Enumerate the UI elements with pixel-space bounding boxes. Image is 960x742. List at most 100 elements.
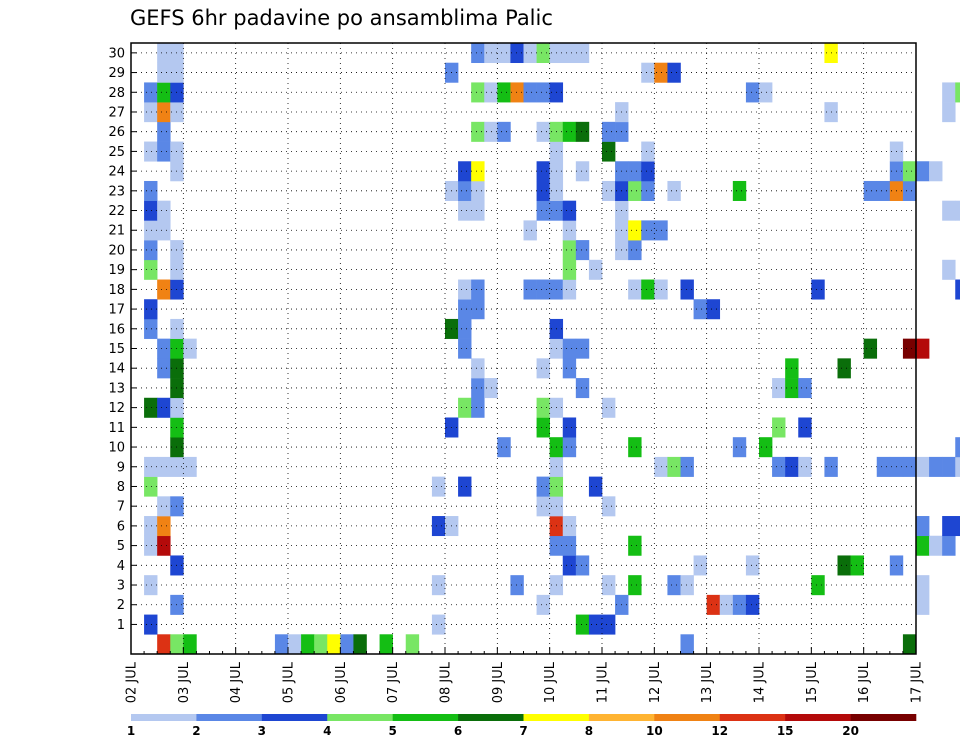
heatmap-cell bbox=[536, 417, 550, 438]
heatmap-cell bbox=[562, 358, 577, 379]
heatmap-cell bbox=[588, 614, 603, 635]
heatmap-cell bbox=[667, 180, 681, 201]
heatmap-cell bbox=[340, 634, 354, 655]
heatmap-cell bbox=[902, 634, 917, 655]
heatmap-cell bbox=[641, 220, 655, 241]
heatmap-cell bbox=[641, 180, 655, 201]
heatmap-cell bbox=[458, 200, 472, 221]
heatmap-cell bbox=[157, 220, 171, 241]
heatmap-cell bbox=[902, 338, 917, 359]
heatmap-cell bbox=[536, 279, 550, 300]
heatmap-cell bbox=[274, 634, 289, 655]
heatmap-cell bbox=[497, 121, 511, 142]
y-tick-label: 20 bbox=[108, 243, 125, 258]
y-tick-label: 16 bbox=[108, 322, 125, 337]
heatmap-cell bbox=[667, 62, 681, 83]
x-tick-label: 15 JUL bbox=[805, 661, 820, 703]
heatmap-cell bbox=[916, 516, 930, 537]
heatmap-cell bbox=[745, 82, 760, 103]
y-tick-label: 26 bbox=[108, 125, 125, 140]
heatmap-cell bbox=[144, 180, 158, 201]
heatmap-cell bbox=[562, 338, 577, 359]
colorbar-label: 10 bbox=[646, 724, 663, 738]
heatmap-cell bbox=[157, 102, 171, 123]
heatmap-cell bbox=[144, 220, 158, 241]
heatmap-cell bbox=[144, 516, 158, 537]
heatmap-cell bbox=[693, 555, 707, 576]
heatmap-cell bbox=[157, 535, 171, 556]
x-tick-label: 04 JUL bbox=[229, 661, 244, 703]
heatmap-cell bbox=[732, 594, 747, 615]
colorbar-label: 6 bbox=[454, 724, 462, 738]
heatmap-cell bbox=[929, 456, 943, 477]
heatmap-cell bbox=[510, 82, 524, 103]
heatmap-cell bbox=[144, 259, 158, 280]
y-tick-label: 5 bbox=[117, 539, 125, 554]
heatmap-cell bbox=[170, 634, 184, 655]
colorbar-label: 2 bbox=[192, 724, 200, 738]
y-tick-label: 3 bbox=[117, 579, 125, 594]
heatmap-cell bbox=[536, 43, 550, 64]
x-tick-label: 10 JUL bbox=[543, 661, 558, 703]
heatmap-cell bbox=[431, 614, 446, 635]
heatmap-cell bbox=[628, 180, 642, 201]
colorbar-swatch bbox=[654, 714, 721, 721]
heatmap-cell bbox=[876, 180, 891, 201]
heatmap-cell bbox=[157, 456, 171, 477]
colorbar-swatch bbox=[588, 714, 655, 721]
heatmap-cell bbox=[863, 180, 878, 201]
heatmap-cell bbox=[471, 397, 485, 418]
heatmap-cell bbox=[602, 496, 616, 517]
heatmap-cell bbox=[458, 180, 472, 201]
heatmap-cell bbox=[144, 102, 158, 123]
heatmap-cell bbox=[314, 634, 328, 655]
y-tick-label: 24 bbox=[108, 165, 125, 180]
heatmap-cell bbox=[497, 43, 511, 64]
heatmap-cell bbox=[628, 240, 642, 261]
heatmap-cell bbox=[628, 161, 642, 182]
heatmap-cell bbox=[916, 575, 930, 596]
heatmap-cell bbox=[837, 555, 851, 576]
heatmap-cell bbox=[562, 259, 577, 280]
heatmap-cell bbox=[144, 299, 158, 320]
heatmap-cell bbox=[772, 417, 786, 438]
colorbar-label: 7 bbox=[519, 724, 527, 738]
heatmap-cell bbox=[471, 180, 485, 201]
heatmap-cell bbox=[431, 476, 446, 497]
heatmap-cell bbox=[157, 338, 171, 359]
heatmap-cell bbox=[144, 456, 158, 477]
heatmap-cell bbox=[562, 121, 577, 142]
heatmap-cell bbox=[863, 338, 878, 359]
heatmap-cell bbox=[602, 141, 616, 162]
heatmap-cell bbox=[144, 141, 158, 162]
colorbar-label: 4 bbox=[323, 724, 331, 738]
y-tick-label: 17 bbox=[108, 303, 125, 318]
heatmap-cell bbox=[144, 318, 158, 339]
x-tick-label: 05 JUL bbox=[282, 661, 297, 703]
colorbar-swatch bbox=[261, 714, 328, 721]
y-tick-label: 30 bbox=[108, 46, 125, 61]
heatmap-cell bbox=[602, 397, 616, 418]
x-tick-label: 09 JUL bbox=[491, 661, 506, 703]
y-tick-label: 18 bbox=[108, 283, 125, 298]
heatmap-cell bbox=[602, 180, 616, 201]
heatmap-cell bbox=[955, 82, 960, 103]
heatmap-cell bbox=[798, 456, 812, 477]
heatmap-cell bbox=[916, 338, 930, 359]
heatmap-cell bbox=[602, 121, 616, 142]
heatmap-cell bbox=[523, 82, 537, 103]
heatmap-cell bbox=[523, 279, 537, 300]
heatmap-cell bbox=[471, 161, 485, 182]
heatmap-cell bbox=[902, 161, 917, 182]
heatmap-cell bbox=[157, 141, 171, 162]
heatmap-cell bbox=[706, 299, 721, 320]
heatmap-cell bbox=[575, 240, 590, 261]
heatmap-cell bbox=[144, 397, 158, 418]
heatmap-cell bbox=[458, 476, 472, 497]
heatmap-cell bbox=[955, 437, 960, 458]
heatmap-cell bbox=[144, 614, 158, 635]
heatmap-cell bbox=[562, 555, 577, 576]
heatmap-cell bbox=[902, 180, 917, 201]
heatmap-cell bbox=[628, 535, 642, 556]
